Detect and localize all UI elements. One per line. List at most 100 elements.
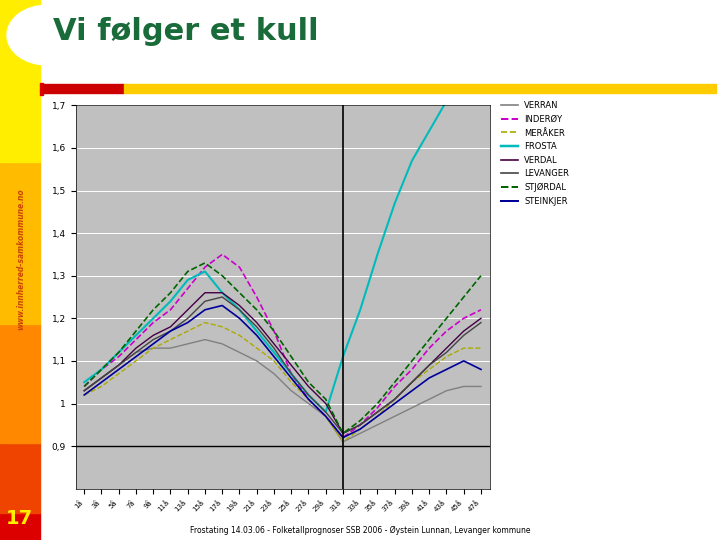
- FROSTA: [149, 315, 158, 321]
- VERDAL: [408, 379, 416, 386]
- MERÅKER: [132, 357, 140, 364]
- STJØRDAL: [425, 336, 433, 343]
- VERRAN: [80, 388, 89, 394]
- Ellipse shape: [7, 5, 86, 65]
- STEINKJER: [338, 434, 347, 441]
- STEINKJER: [184, 319, 192, 326]
- STJØRDAL: [201, 260, 210, 266]
- STJØRDAL: [408, 357, 416, 364]
- STEINKJER: [80, 392, 89, 398]
- LEVANGER: [338, 430, 347, 436]
- VERRAN: [201, 336, 210, 343]
- VERDAL: [149, 332, 158, 339]
- MERÅKER: [338, 438, 347, 445]
- STEINKJER: [235, 315, 244, 321]
- VERRAN: [304, 400, 312, 407]
- MERÅKER: [459, 345, 468, 352]
- INDERØY: [132, 336, 140, 343]
- STEINKJER: [218, 302, 227, 309]
- Text: Frostating 14.03.06 - Folketallprognoser SSB 2006 - Øystein Lunnan, Levanger kom: Frostating 14.03.06 - Folketallprognoser…: [190, 525, 530, 535]
- MERÅKER: [149, 345, 158, 352]
- LEVANGER: [390, 396, 399, 402]
- VERDAL: [425, 362, 433, 368]
- VERRAN: [442, 388, 451, 394]
- LEVANGER: [97, 375, 106, 381]
- FROSTA: [114, 349, 123, 356]
- LEVANGER: [425, 362, 433, 368]
- VERDAL: [442, 345, 451, 352]
- STJØRDAL: [235, 289, 244, 296]
- VERDAL: [321, 400, 330, 407]
- STEINKJER: [442, 366, 451, 373]
- INDERØY: [408, 366, 416, 373]
- LEVANGER: [253, 323, 261, 330]
- STEINKJER: [253, 332, 261, 339]
- VERDAL: [97, 375, 106, 381]
- Bar: [0, 0, 40, 162]
- LEVANGER: [201, 298, 210, 305]
- INDERØY: [149, 319, 158, 326]
- VERDAL: [459, 328, 468, 334]
- VERDAL: [390, 396, 399, 402]
- VERRAN: [149, 345, 158, 352]
- INDERØY: [114, 353, 123, 360]
- FROSTA: [356, 307, 364, 313]
- STEINKJER: [166, 328, 175, 334]
- FROSTA: [184, 276, 192, 283]
- FROSTA: [338, 353, 347, 360]
- FROSTA: [425, 127, 433, 134]
- Bar: [0, 513, 40, 540]
- STEINKJER: [287, 375, 295, 381]
- VERRAN: [97, 375, 106, 381]
- LEVANGER: [166, 328, 175, 334]
- FROSTA: [166, 298, 175, 305]
- FROSTA: [201, 268, 210, 275]
- LEVANGER: [304, 392, 312, 398]
- VERDAL: [114, 362, 123, 368]
- INDERØY: [459, 315, 468, 321]
- MERÅKER: [201, 319, 210, 326]
- STJØRDAL: [304, 379, 312, 386]
- MERÅKER: [97, 383, 106, 390]
- FROSTA: [80, 379, 89, 386]
- STJØRDAL: [253, 307, 261, 313]
- Bar: [43, 84, 124, 93]
- MERÅKER: [425, 366, 433, 373]
- MERÅKER: [321, 413, 330, 420]
- INDERØY: [356, 422, 364, 428]
- VERDAL: [477, 315, 485, 321]
- VERDAL: [235, 302, 244, 309]
- VERDAL: [132, 345, 140, 352]
- LEVANGER: [235, 307, 244, 313]
- Line: STJØRDAL: STJØRDAL: [84, 263, 481, 433]
- STJØRDAL: [459, 294, 468, 300]
- MERÅKER: [408, 379, 416, 386]
- VERDAL: [184, 307, 192, 313]
- Legend: VERRAN, INDERØY, MERÅKER, FROSTA, VERDAL, LEVANGER, STJØRDAL, STEINKJER: VERRAN, INDERØY, MERÅKER, FROSTA, VERDAL…: [501, 102, 570, 206]
- LEVANGER: [218, 294, 227, 300]
- STEINKJER: [425, 375, 433, 381]
- LEVANGER: [477, 319, 485, 326]
- Line: VERRAN: VERRAN: [84, 340, 481, 442]
- VERRAN: [373, 422, 382, 428]
- FROSTA: [253, 328, 261, 334]
- VERRAN: [477, 383, 485, 390]
- STJØRDAL: [218, 273, 227, 279]
- VERRAN: [321, 413, 330, 420]
- INDERØY: [304, 396, 312, 402]
- VERRAN: [270, 370, 279, 377]
- STEINKJER: [459, 357, 468, 364]
- Line: INDERØY: INDERØY: [84, 254, 481, 437]
- VERDAL: [373, 409, 382, 415]
- Line: MERÅKER: MERÅKER: [84, 322, 481, 442]
- Bar: [0, 443, 40, 513]
- INDERØY: [218, 251, 227, 258]
- MERÅKER: [390, 396, 399, 402]
- FROSTA: [287, 370, 295, 377]
- STJØRDAL: [287, 353, 295, 360]
- FROSTA: [442, 98, 451, 104]
- VERRAN: [166, 345, 175, 352]
- LEVANGER: [373, 409, 382, 415]
- VERDAL: [218, 289, 227, 296]
- STEINKJER: [201, 307, 210, 313]
